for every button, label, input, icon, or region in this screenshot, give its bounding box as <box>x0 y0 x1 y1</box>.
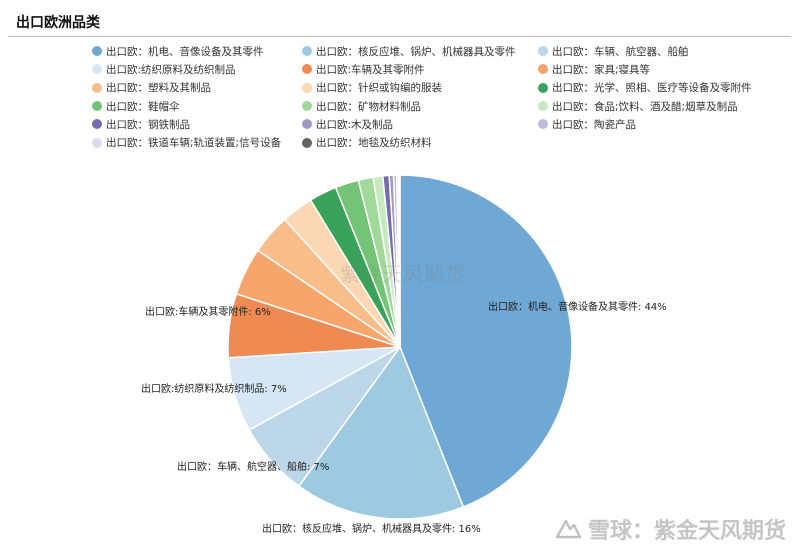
legend-swatch <box>92 64 102 75</box>
legend-swatch <box>302 64 312 75</box>
legend-label: 出口欧：核反应堆、锅炉、机械器具及零件 <box>316 45 516 58</box>
legend-item[interactable]: 出口欧：鞋帽伞 <box>92 97 302 115</box>
xueqiu-logo-icon <box>555 519 582 539</box>
legend-swatch <box>538 101 548 112</box>
legend-label: 出口欧：钢铁制品 <box>106 118 190 131</box>
title-divider <box>8 36 791 37</box>
legend-item[interactable]: 出口欧：矿物材料制品 <box>302 97 538 115</box>
legend-label: 出口欧：塑料及其制品 <box>106 82 211 95</box>
legend-swatch <box>92 82 102 93</box>
legend-label: 出口欧:纺织原料及纺织制品 <box>106 63 236 76</box>
watermark-text: 紫金天风期货 <box>340 262 466 286</box>
legend-label: 出口欧：陶瓷产品 <box>552 118 636 131</box>
legend-item[interactable]: 出口欧：铁道车辆;轨道装置;信号设备 <box>92 133 302 151</box>
brand-name: 紫金天风期货 <box>653 519 786 544</box>
legend-item[interactable]: 出口欧：家具;寝具等 <box>538 60 782 78</box>
slice-data-label: 出口欧：核反应堆、锅炉、机械器具及零件: 16% <box>262 522 481 535</box>
brand-separator: ： <box>631 519 654 544</box>
legend-swatch <box>302 101 312 112</box>
legend-label: 出口欧：机电、音像设备及其零件 <box>106 45 264 58</box>
legend-item[interactable]: 出口欧：核反应堆、锅炉、机械器具及零件 <box>302 42 538 60</box>
legend-swatch <box>538 119 548 130</box>
legend-item[interactable]: 出口欧：针织或钩编的服装 <box>302 79 538 97</box>
legend-label: 出口欧:车辆及其零附件 <box>316 63 425 76</box>
legend-item[interactable]: 出口欧：机电、音像设备及其零件 <box>92 42 302 60</box>
legend-item[interactable]: 出口欧：塑料及其制品 <box>92 79 302 97</box>
legend-swatch <box>538 82 548 93</box>
slice-data-label: 出口欧：车辆、航空器、船舶: 7% <box>177 460 329 473</box>
slice-data-label: 出口欧：机电、音像设备及其零件: 44% <box>488 300 667 313</box>
legend-swatch <box>538 64 548 75</box>
legend-item[interactable]: 出口欧:木及制品 <box>302 115 538 133</box>
legend-swatch <box>302 82 312 93</box>
legend-swatch <box>92 137 102 148</box>
legend-item[interactable]: 出口欧：车辆、航空器、船舶 <box>538 42 782 60</box>
chart-title: 出口欧洲品类 <box>16 15 100 31</box>
legend-item[interactable]: 出口欧：陶瓷产品 <box>538 115 782 133</box>
legend-label: 出口欧：针织或钩编的服装 <box>316 82 442 95</box>
slice-data-label: 出口欧:车辆及其零附件: 6% <box>145 305 271 318</box>
legend-item[interactable]: 出口欧：食品;饮料、酒及醋;烟草及制品 <box>538 97 782 115</box>
legend-label: 出口欧：食品;饮料、酒及醋;烟草及制品 <box>552 100 738 113</box>
legend-swatch <box>92 46 102 57</box>
brand-footer: 雪球 ： 紫金天风期货 <box>554 513 786 545</box>
legend-label: 出口欧：矿物材料制品 <box>316 100 421 113</box>
legend-item[interactable]: 出口欧：光学、照相、医疗等设备及零附件 <box>538 79 782 97</box>
legend-item[interactable]: 出口欧：钢铁制品 <box>92 115 302 133</box>
legend-swatch <box>302 137 312 148</box>
legend-item[interactable]: 出口欧:车辆及其零附件 <box>302 60 538 78</box>
pie-slice[interactable] <box>297 345 465 520</box>
legend-label: 出口欧：家具;寝具等 <box>552 63 651 76</box>
slice-data-label: 出口欧:纺织原料及纺织制品: 7% <box>141 382 287 395</box>
legend-swatch <box>538 46 548 57</box>
chart-legend: 出口欧：机电、音像设备及其零件 出口欧：核反应堆、锅炉、机械器具及零件 出口欧：车辆… <box>92 42 782 152</box>
legend-label: 出口欧：地毯及纺织材料 <box>316 137 432 150</box>
brand-site: 雪球 <box>587 519 632 544</box>
legend-label: 出口欧：铁道车辆;轨道装置;信号设备 <box>106 137 282 150</box>
legend-label: 出口欧：车辆、航空器、船舶 <box>552 45 689 58</box>
legend-label: 出口欧：鞋帽伞 <box>106 100 180 113</box>
legend-item[interactable]: 出口欧：地毯及纺织材料 <box>302 133 538 151</box>
pie-slice[interactable] <box>399 174 573 508</box>
legend-swatch <box>302 119 312 130</box>
legend-item[interactable]: 出口欧:纺织原料及纺织制品 <box>92 60 302 78</box>
legend-label: 出口欧:木及制品 <box>316 118 394 131</box>
legend-swatch <box>302 46 312 57</box>
legend-label: 出口欧：光学、照相、医疗等设备及零附件 <box>552 82 752 95</box>
pie-slice[interactable] <box>398 174 401 348</box>
legend-swatch <box>92 119 102 130</box>
legend-swatch <box>92 101 102 112</box>
